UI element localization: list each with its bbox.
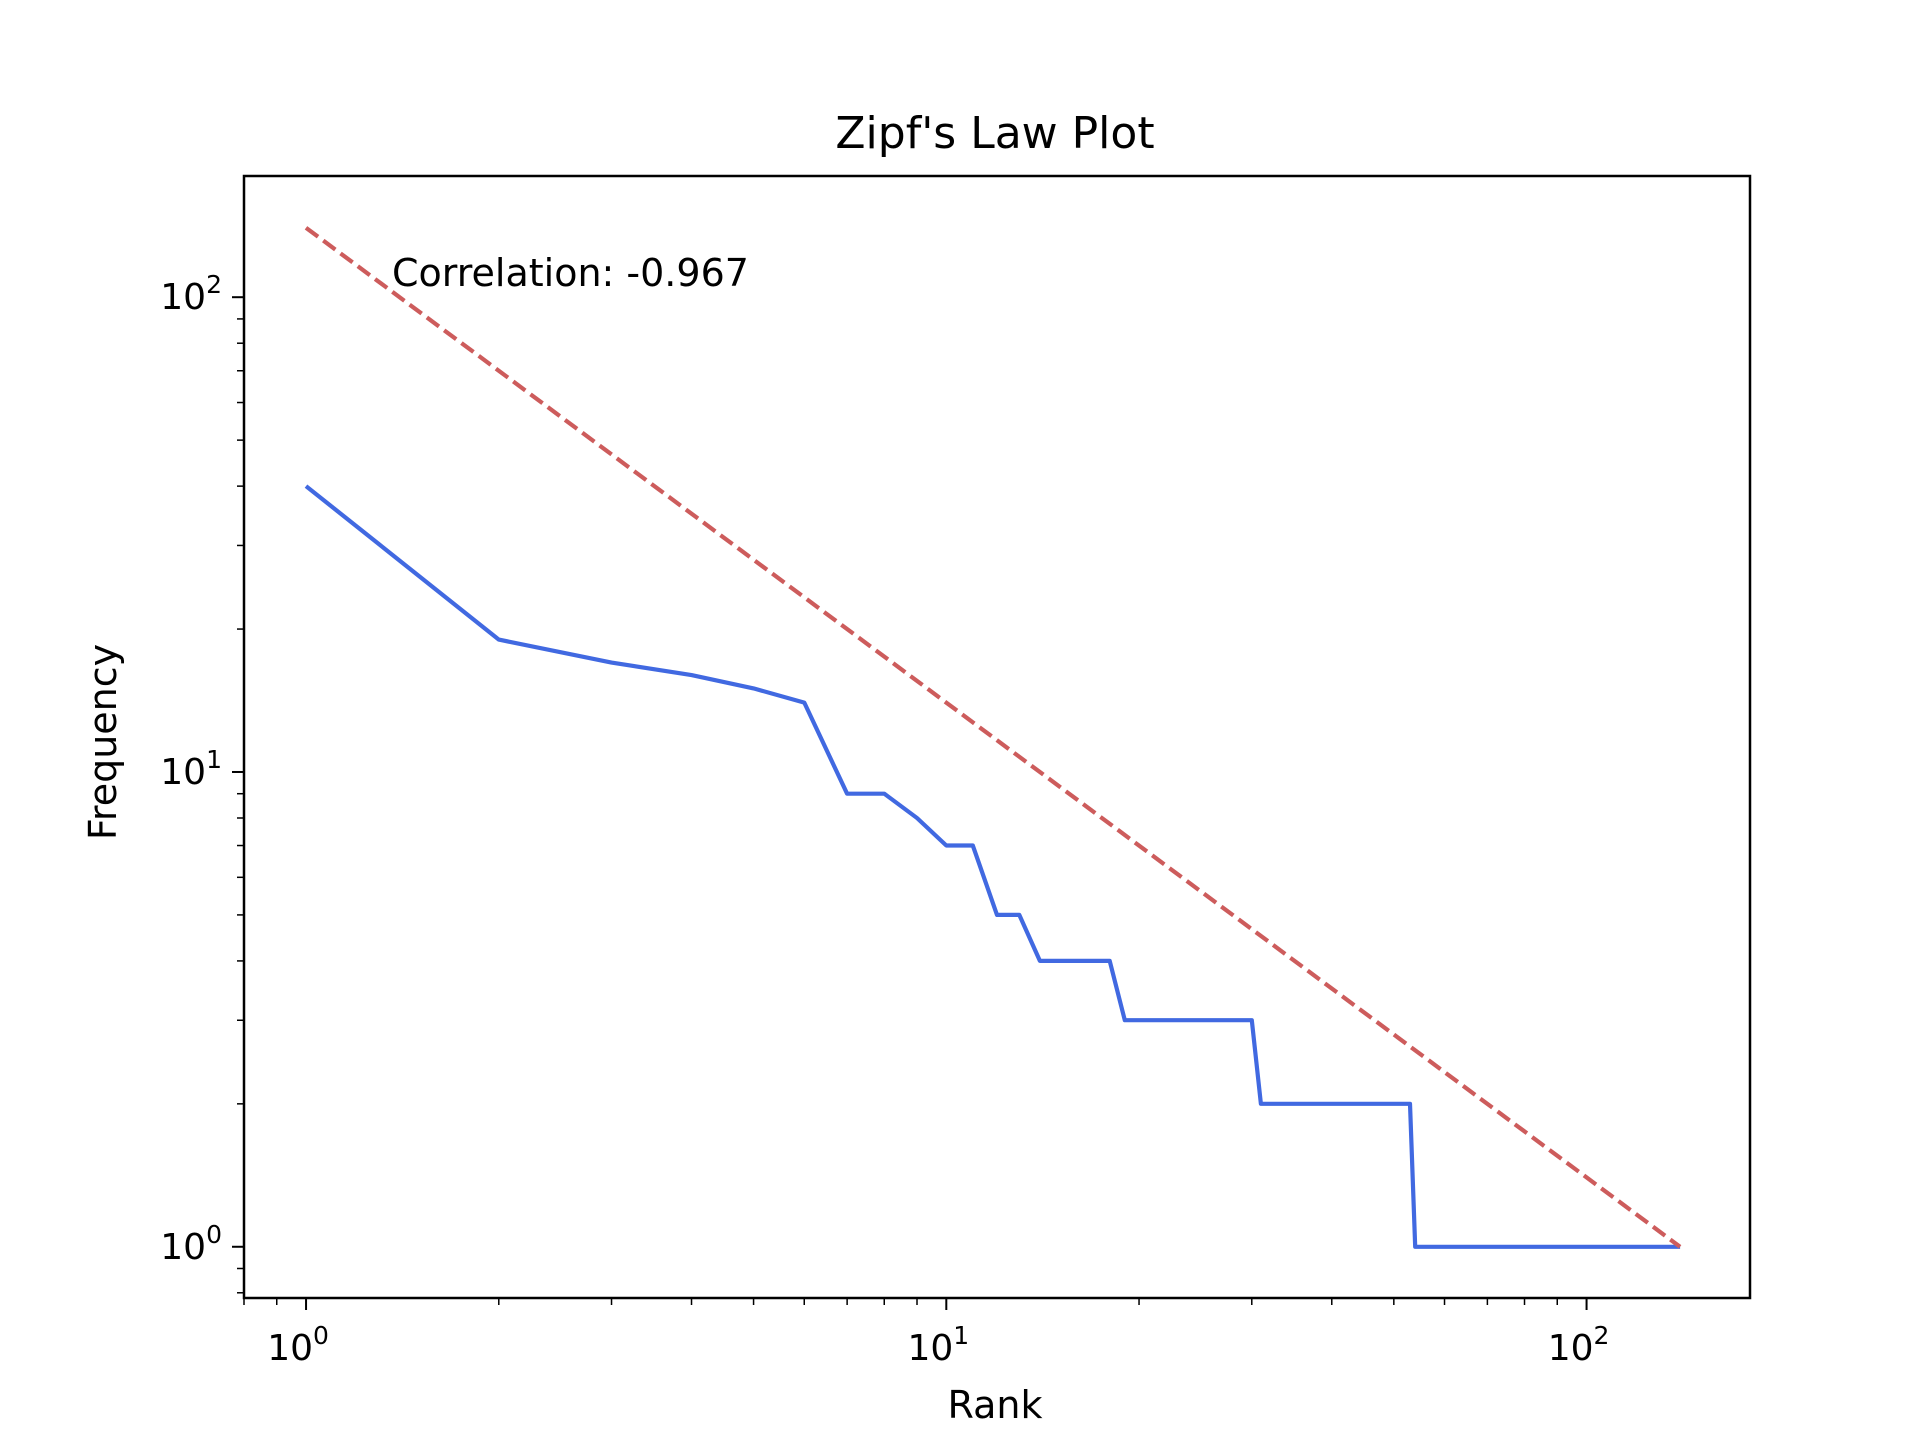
plot-area — [304, 226, 1682, 1249]
correlation-annotation: Correlation: -0.967 — [392, 251, 749, 295]
axes-frame — [242, 174, 1752, 1300]
chart-title: Zipf's Law Plot — [835, 108, 1154, 159]
x-tick-label: 100 — [267, 1321, 329, 1369]
y-axis-label: Frequency — [81, 644, 125, 840]
y-tick-label: 101 — [160, 745, 222, 793]
y-tick-label: 102 — [160, 270, 222, 318]
observed-series-line — [304, 484, 1681, 1249]
x-tick-label: 101 — [907, 1321, 969, 1369]
x-axis-label: Rank — [948, 1383, 1043, 1427]
y-tick-label: 100 — [160, 1220, 222, 1268]
reference-series-line — [304, 226, 1682, 1249]
axis-ticks: 100 101 102 100 101 102 — [160, 270, 1609, 1369]
x-tick-label: 102 — [1548, 1321, 1610, 1369]
